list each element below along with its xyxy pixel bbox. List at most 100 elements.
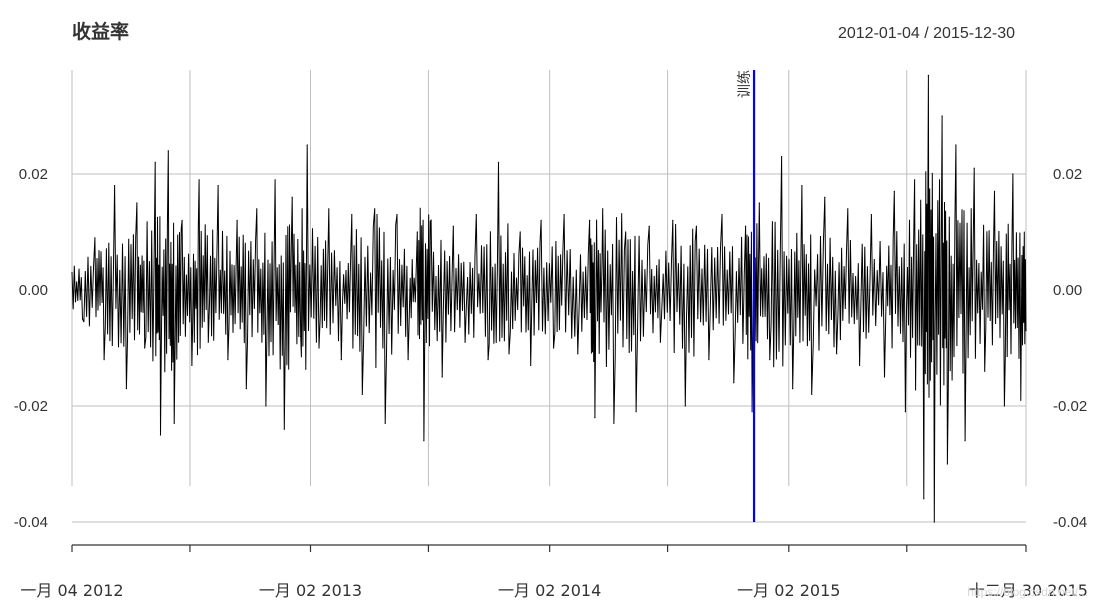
data-point [904, 411, 907, 413]
data-point [291, 196, 293, 198]
returns-series-line [71, 75, 1027, 523]
data-point [781, 156, 783, 158]
data-point [103, 359, 105, 361]
data-point [563, 214, 565, 216]
data-point [154, 161, 156, 163]
data-point [577, 353, 579, 355]
data-point [430, 219, 432, 221]
data-point [497, 161, 500, 163]
data-point [136, 202, 138, 204]
data-point [973, 167, 975, 169]
data-point [464, 341, 466, 343]
y-tick-label-right: -0.04 [1053, 514, 1087, 531]
date-range-label: 2012-01-04 / 2015-12-30 [838, 25, 1015, 42]
data-point [1020, 399, 1022, 401]
data-point [946, 463, 948, 465]
data-point [452, 225, 454, 227]
data-point [858, 364, 861, 366]
data-point [487, 359, 489, 361]
data-point [883, 376, 886, 378]
data-point [801, 185, 803, 187]
x-axis: 一月 04 2012 一月 02 2013 一月 02 2014 一月 02 2015… [20, 544, 1088, 600]
data-point [441, 376, 443, 378]
data-point [236, 219, 238, 221]
data-point [927, 74, 929, 76]
data-point [245, 388, 247, 390]
data-point [824, 196, 826, 198]
data-point [227, 359, 229, 361]
data-point [893, 190, 895, 192]
data-point [1003, 405, 1005, 407]
data-point [708, 359, 710, 361]
chart-title: 收益率 [72, 20, 129, 43]
data-point [659, 341, 661, 343]
data-point [530, 364, 532, 366]
data-point [744, 225, 747, 227]
data-point [792, 388, 794, 390]
data-point [475, 214, 477, 216]
data-point [198, 179, 200, 181]
x-tick-label: 一月 02 2015 [737, 581, 840, 600]
y-axis-right: 0.02 0.00 -0.02 -0.04 [1053, 166, 1087, 531]
data-point [300, 335, 302, 337]
data-point [964, 440, 966, 442]
y-tick-label-left: 0.02 [19, 166, 48, 183]
data-point [769, 359, 771, 361]
data-point [256, 208, 258, 210]
data-point [81, 318, 84, 320]
data-point [217, 185, 219, 187]
event-label: 训练 [737, 70, 753, 98]
data-point [318, 347, 320, 349]
data-point [328, 208, 330, 210]
data-point [407, 359, 409, 361]
data-point [758, 202, 760, 204]
data-point [159, 434, 162, 436]
data-point [416, 231, 418, 233]
data-point [274, 179, 276, 181]
data-point [540, 219, 542, 221]
data-point [870, 214, 872, 216]
watermark: https://blog.csdn.net/... [967, 585, 1088, 599]
event-marker: 训练 [737, 70, 756, 522]
data-point [672, 219, 674, 221]
data-point [811, 393, 813, 395]
data-point [508, 353, 510, 355]
data-point [836, 353, 838, 355]
data-point [144, 347, 146, 349]
y-tick-label-left: -0.04 [14, 514, 48, 531]
y-tick-label-left: 0.00 [19, 282, 48, 299]
data-point [113, 185, 116, 187]
data-point [914, 179, 916, 181]
data-point [423, 440, 425, 442]
data-point [1025, 330, 1027, 332]
data-point [923, 498, 925, 500]
data-point [993, 190, 996, 192]
x-tick-label: 十二月 30 2015 [969, 581, 1088, 600]
data-point [384, 422, 386, 424]
data-point [941, 115, 943, 117]
data-point [933, 521, 935, 523]
data-point [751, 411, 753, 413]
series-group [71, 74, 1027, 523]
data-point [1012, 173, 1014, 175]
y-tick-label-right: -0.02 [1053, 398, 1087, 415]
data-point [351, 214, 353, 216]
data-point [589, 219, 591, 221]
data-point [340, 359, 342, 361]
data-point [361, 393, 363, 395]
data-point [602, 208, 604, 210]
data-point [519, 231, 521, 233]
y-tick-label-right: 0.00 [1053, 282, 1082, 299]
data-point [167, 150, 169, 152]
data-point [984, 370, 986, 372]
data-point [847, 208, 849, 210]
data-point [374, 208, 376, 210]
data-point [283, 428, 285, 430]
data-point [613, 422, 615, 424]
data-point [125, 388, 127, 390]
y-tick-label-right: 0.02 [1053, 166, 1082, 183]
x-tick-label: 一月 04 2012 [20, 581, 123, 600]
y-tick-label-left: -0.02 [14, 398, 48, 415]
x-tick-label: 一月 02 2013 [259, 581, 362, 600]
data-point [173, 422, 175, 424]
